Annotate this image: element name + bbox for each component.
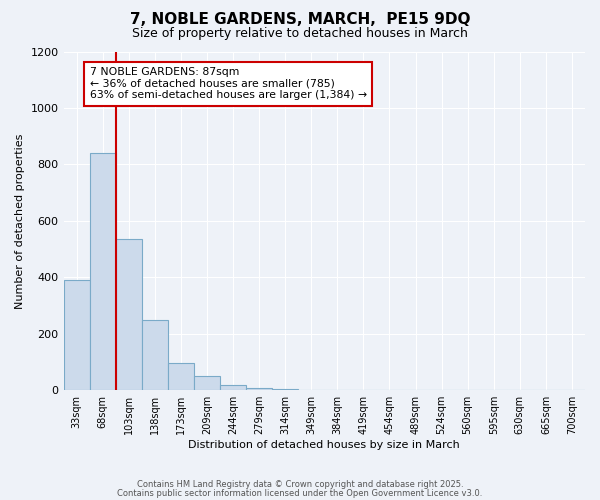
- Text: Size of property relative to detached houses in March: Size of property relative to detached ho…: [132, 28, 468, 40]
- Bar: [220, 385, 246, 390]
- Bar: [142, 320, 168, 390]
- Bar: [89, 153, 116, 390]
- X-axis label: Distribution of detached houses by size in March: Distribution of detached houses by size …: [188, 440, 460, 450]
- Bar: [168, 363, 194, 390]
- Text: Contains public sector information licensed under the Open Government Licence v3: Contains public sector information licen…: [118, 488, 482, 498]
- Text: Contains HM Land Registry data © Crown copyright and database right 2025.: Contains HM Land Registry data © Crown c…: [137, 480, 463, 489]
- Bar: [64, 280, 89, 390]
- Bar: [194, 376, 220, 390]
- Text: 7 NOBLE GARDENS: 87sqm
← 36% of detached houses are smaller (785)
63% of semi-de: 7 NOBLE GARDENS: 87sqm ← 36% of detached…: [89, 67, 367, 100]
- Y-axis label: Number of detached properties: Number of detached properties: [15, 133, 25, 308]
- Bar: [246, 388, 272, 390]
- Bar: [116, 239, 142, 390]
- Text: 7, NOBLE GARDENS, MARCH,  PE15 9DQ: 7, NOBLE GARDENS, MARCH, PE15 9DQ: [130, 12, 470, 28]
